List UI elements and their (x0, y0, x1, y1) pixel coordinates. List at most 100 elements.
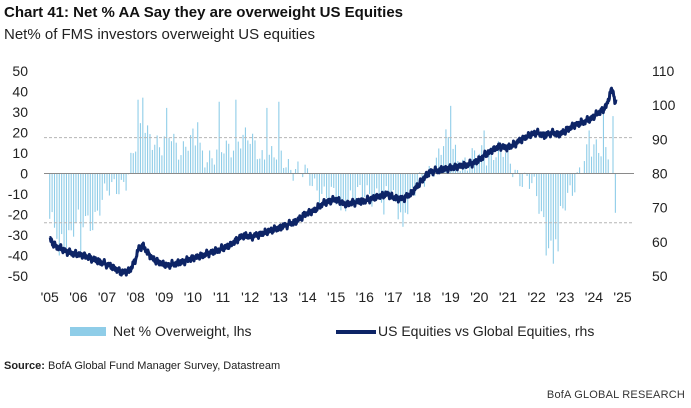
bar (175, 142, 177, 174)
bar (137, 99, 139, 174)
bar (70, 173, 72, 231)
x-tick-label: '12 (241, 289, 259, 305)
bar (161, 155, 163, 174)
y-left-tick-label: 0 (20, 166, 28, 182)
bar (330, 173, 332, 187)
y-right-tick-label: 60 (652, 234, 668, 250)
bar (87, 173, 89, 216)
y-left-tick-label: -30 (8, 227, 28, 243)
bar (163, 136, 165, 174)
y-right-tick-label: 50 (652, 268, 668, 284)
bar (101, 173, 103, 200)
bar (228, 143, 230, 174)
bar (321, 173, 323, 194)
bar (454, 144, 457, 174)
bar (144, 132, 146, 174)
bar (61, 173, 63, 235)
y-axis-right: 110 100 90 80 70 60 50 (652, 63, 676, 284)
bar (495, 157, 497, 174)
bar (180, 155, 182, 174)
bar (590, 156, 593, 174)
bar (574, 173, 576, 193)
bar (230, 157, 232, 174)
bar (266, 107, 268, 174)
bar (545, 173, 547, 256)
bar (190, 135, 192, 174)
bar (318, 173, 320, 204)
bar (548, 173, 550, 249)
bar (135, 151, 137, 174)
bar (106, 173, 108, 191)
bar (485, 165, 488, 174)
bar (569, 173, 571, 186)
bar (349, 173, 352, 191)
y-left-tick-label: -10 (8, 186, 28, 202)
bar (562, 173, 564, 209)
bar (538, 173, 540, 214)
bar (211, 158, 213, 174)
bar (56, 173, 58, 239)
bar (373, 173, 375, 198)
bar (593, 144, 595, 174)
bar (173, 133, 175, 174)
bar (357, 173, 359, 188)
bar (290, 169, 292, 174)
y-left-tick-label: 50 (12, 63, 28, 79)
bar (438, 148, 440, 174)
bar (99, 173, 101, 216)
bar (73, 173, 75, 237)
bar (514, 169, 516, 174)
y-left-tick-label: -20 (8, 207, 28, 223)
bar (249, 143, 251, 174)
x-tick-label: '16 (356, 289, 374, 305)
x-tick-label: '25 (613, 289, 631, 305)
bar (328, 173, 330, 201)
bar (550, 173, 552, 241)
bar (497, 141, 499, 174)
bar (166, 107, 168, 174)
bar (414, 173, 416, 196)
bar (435, 157, 437, 174)
bar (326, 173, 328, 199)
bar (302, 173, 304, 178)
bar (335, 173, 337, 205)
bar (58, 173, 60, 256)
bar (595, 139, 597, 174)
bar (178, 159, 180, 174)
legend: Net % Overweight, lhs US Equities vs Glob… (70, 323, 594, 339)
bar (225, 140, 227, 174)
bar (493, 160, 495, 174)
bar (263, 159, 266, 174)
bar (254, 140, 256, 174)
bar (490, 147, 492, 174)
bar (421, 173, 423, 177)
bar (132, 153, 134, 174)
bar (194, 145, 196, 174)
y-left-tick-label: 30 (12, 104, 28, 120)
bar (149, 134, 151, 174)
x-tick-label: '15 (327, 289, 345, 305)
bar (509, 163, 511, 174)
bar (559, 173, 562, 206)
bar (380, 173, 383, 203)
bar (80, 173, 82, 252)
bar (206, 162, 208, 174)
bar (244, 127, 246, 174)
bar (440, 154, 442, 174)
chart-title: Chart 41: Net % AA Say they are overweig… (4, 4, 404, 21)
bar (388, 173, 390, 201)
brand-label: BofA GLOBAL RESEARCH (546, 389, 685, 401)
bar (204, 167, 206, 174)
bar (252, 133, 254, 174)
x-tick-label: '09 (155, 289, 173, 305)
x-tick-label: '13 (270, 289, 288, 305)
bar (459, 170, 461, 174)
bar (450, 105, 452, 174)
bar (259, 158, 261, 174)
bar (147, 125, 149, 174)
bar (345, 173, 347, 212)
bar (531, 173, 533, 184)
bar (607, 159, 609, 174)
bar (378, 173, 380, 199)
